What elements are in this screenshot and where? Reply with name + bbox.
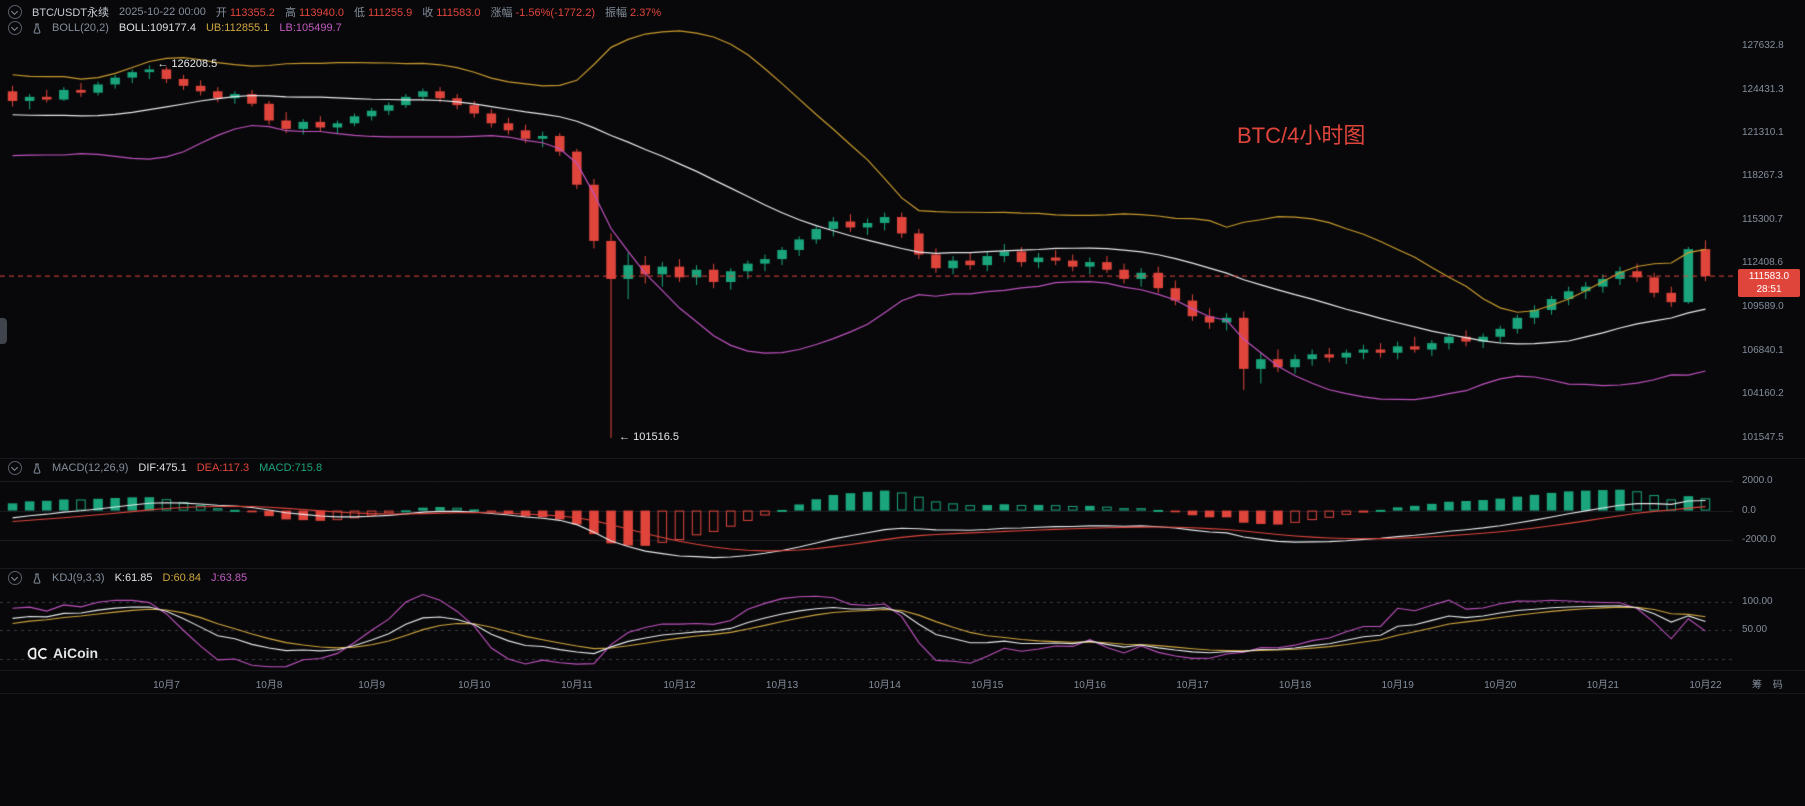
time-axis-label: 10月21 <box>1586 680 1619 691</box>
collapse-boll-icon[interactable] <box>8 21 22 35</box>
time-axis-label: 10月18 <box>1278 680 1312 691</box>
boll-name[interactable]: BOLL(20,2) <box>52 22 109 34</box>
high-label: 高 <box>284 7 296 19</box>
price-axis-label: 127632.8 <box>1742 40 1784 51</box>
macd-dif-value: DIF:475.1 <box>138 462 187 474</box>
kdj-axis-label: 50.00 <box>1742 624 1768 636</box>
open-label: 开 <box>215 7 227 19</box>
current-price-badge: 111583.0 28:51 <box>1738 269 1800 298</box>
time-axis-label: 10月19 <box>1381 680 1414 691</box>
price-axis-label: 112408.6 <box>1742 257 1783 269</box>
time-axis-label: 10月10 <box>458 680 491 691</box>
panel-divider <box>0 693 1805 694</box>
amplitude-stat: 振幅 2.37% <box>605 4 661 20</box>
boll-lb-value: LB:105499.7 <box>279 22 342 34</box>
time-axis-label: 10月11 <box>561 680 593 691</box>
panel-divider <box>0 458 1805 459</box>
indicator-flask-icon[interactable] <box>32 463 42 474</box>
price-axis-label: 109589.0 <box>1742 300 1784 312</box>
time-axis-label: 10月14 <box>868 680 901 691</box>
time-axis-label: 10月9 <box>358 680 385 691</box>
boll-ub-value: UB:112855.1 <box>205 22 270 34</box>
price-axis-label: 106840.1 <box>1742 344 1784 356</box>
countdown-timer: 28:51 <box>1756 284 1782 296</box>
low-stat: 低 111255.9 <box>354 4 412 20</box>
boll-header: BOLL(20,2) BOLL:109177.4 UB:112855.1 LB:… <box>8 21 342 35</box>
kdj-header: KDJ(9,3,3) K:61.85 D:60.84 J:63.85 <box>8 571 247 585</box>
indicator-flask-icon[interactable] <box>32 23 42 34</box>
left-panel-handle[interactable] <box>0 318 7 344</box>
macd-axis-label: 0.0 <box>1742 504 1756 516</box>
time-axis-label: 10月7 <box>153 680 180 691</box>
macd-dea-value: DEA:117.3 <box>196 462 250 474</box>
aicoin-logo-mark <box>27 647 47 659</box>
candle-datetime: 2025-10-22 00:00 <box>119 6 206 18</box>
kdj-j-value: J:63.85 <box>211 572 248 584</box>
symbol-label[interactable]: BTC/USDT永续 <box>32 7 109 19</box>
low-value: 111255.9 <box>368 7 413 19</box>
chart-watermark: BTC/4小时图 <box>1237 123 1366 148</box>
high-stat: 高 113940.0 <box>285 4 344 20</box>
price-axis-label: 118267.3 <box>1742 170 1783 182</box>
time-axis-label: 10月20 <box>1484 680 1517 691</box>
kdj-name[interactable]: KDJ(9,3,3) <box>52 572 105 584</box>
low-label: 低 <box>354 7 366 19</box>
panel-divider <box>0 670 1805 671</box>
collapse-macd-icon[interactable] <box>8 461 22 475</box>
change-label: 涨幅 <box>490 7 513 19</box>
collapse-main-icon[interactable] <box>8 5 22 19</box>
price-axis-label: 121310.1 <box>1742 127 1784 138</box>
time-axis-label: 10月22 <box>1689 680 1722 691</box>
indicator-flask-icon[interactable] <box>32 573 42 584</box>
time-axis-label: 10月12 <box>663 680 696 691</box>
price-axis-label: 115300.7 <box>1742 214 1783 225</box>
boll-mid-value: BOLL:109177.4 <box>118 22 196 34</box>
close-stat: 收 111583.0 <box>422 4 480 20</box>
open-value: 113355.2 <box>229 7 275 19</box>
macd-header: MACD(12,26,9) DIF:475.1 DEA:117.3 MACD:7… <box>8 461 322 475</box>
open-stat: 开 113355.2 <box>216 4 275 20</box>
chip-distribution-label[interactable]: 筹 码 <box>1752 680 1787 691</box>
time-axis-label: 10月17 <box>1176 680 1209 691</box>
panel-divider <box>0 568 1805 569</box>
change-value: -1.56%(-1772.2) <box>515 7 596 19</box>
close-label: 收 <box>422 7 434 19</box>
kdj-k-value: K:61.85 <box>114 572 153 584</box>
current-price-value: 111583.0 <box>1748 271 1790 283</box>
low-price-annotation: ← 101516.5 <box>619 431 679 444</box>
macd-macd-value: MACD:715.8 <box>259 462 323 474</box>
kdj-axis-label: 100.00 <box>1742 595 1773 607</box>
price-axis-label: 124431.3 <box>1742 83 1784 95</box>
price-axis-label: 101547.5 <box>1742 431 1784 443</box>
price-axis-label: 104160.2 <box>1742 387 1784 399</box>
macd-name[interactable]: MACD(12,26,9) <box>52 462 129 474</box>
change-stat: 涨幅 -1.56%(-1772.2) <box>491 4 596 20</box>
time-axis-label: 10月8 <box>255 680 283 691</box>
collapse-kdj-icon[interactable] <box>8 571 22 585</box>
amplitude-value: 2.37% <box>630 7 662 19</box>
high-price-annotation: ← 126208.5 <box>157 58 218 71</box>
amplitude-label: 振幅 <box>605 7 628 19</box>
macd-axis-label: -2000.0 <box>1742 534 1776 546</box>
aicoin-logo-text: AiCoin <box>53 645 99 661</box>
kdj-d-value: D:60.84 <box>162 572 202 584</box>
aicoin-logo: AiCoin <box>26 645 98 661</box>
time-axis-label: 10月15 <box>971 680 1004 691</box>
macd-axis-label: 2000.0 <box>1742 474 1773 486</box>
time-axis-label: 10月16 <box>1073 680 1106 691</box>
time-axis-label: 10月13 <box>765 680 799 691</box>
close-value: 111583.0 <box>436 7 481 19</box>
high-value: 113940.0 <box>298 7 345 19</box>
